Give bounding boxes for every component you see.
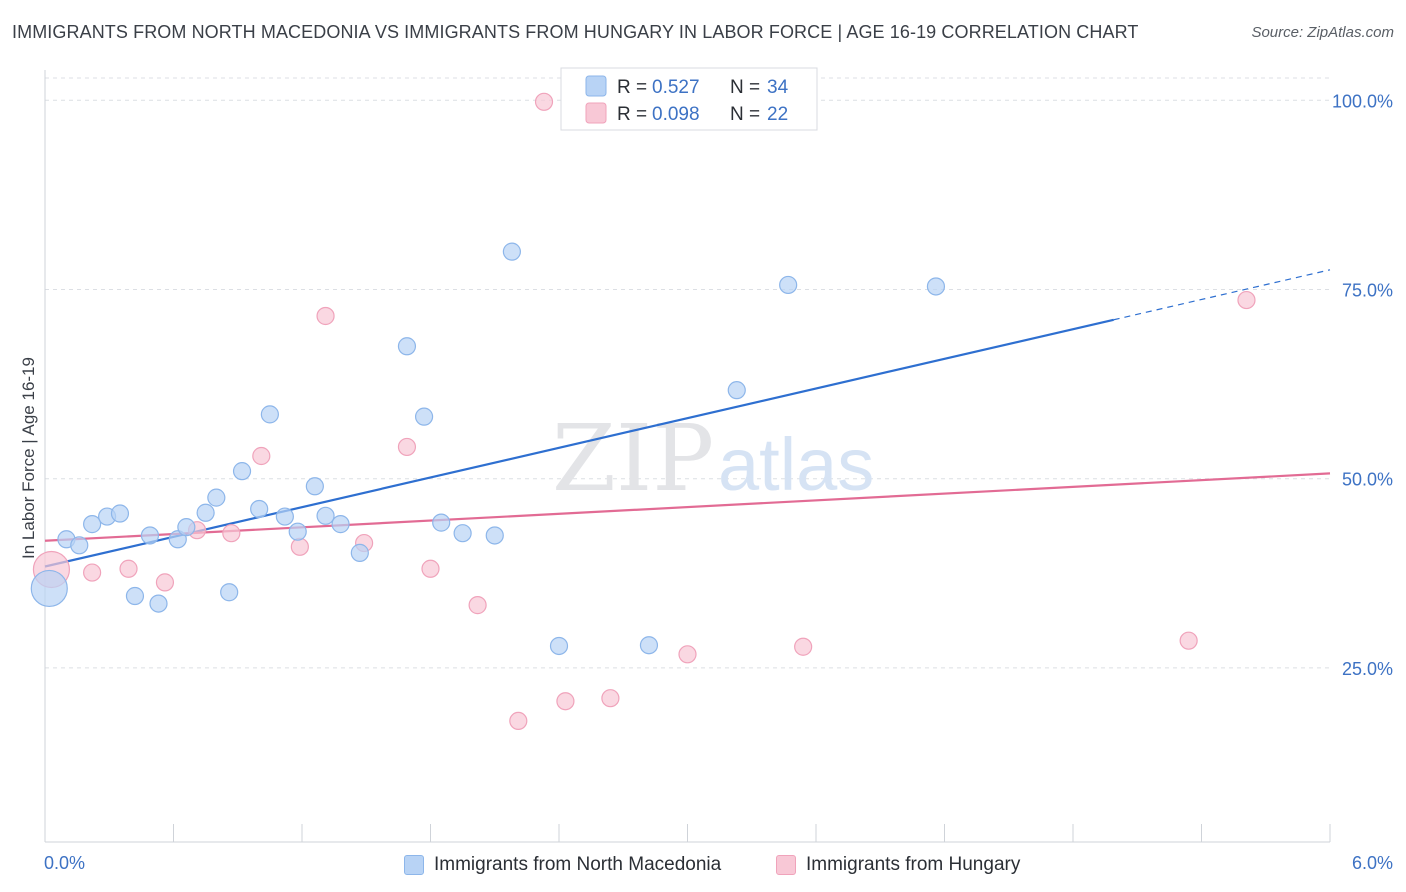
series-swatch-blue — [404, 855, 424, 875]
point-hungary — [1237, 290, 1256, 310]
legend-swatch-pink — [585, 102, 607, 124]
point-hungary — [290, 537, 309, 556]
y-tick-label: 50.0% — [1342, 470, 1393, 490]
legend-n-label-1: N = — [730, 77, 760, 98]
point-north-macedonia — [926, 277, 946, 296]
legend-swatch-blue — [585, 75, 607, 97]
point-north-macedonia — [432, 513, 451, 532]
y-tick-label: 25.0% — [1342, 659, 1393, 679]
point-north-macedonia — [288, 522, 307, 541]
series-legend-label: Immigrants from Hungary — [806, 854, 1021, 875]
point-north-macedonia — [140, 526, 160, 545]
point-north-macedonia — [220, 583, 239, 602]
legend-r-label-1: R = — [617, 77, 647, 98]
legend-n-value-1: 34 — [767, 77, 789, 98]
axes — [44, 70, 1331, 843]
point-north-macedonia — [250, 499, 269, 519]
point-hungary — [468, 596, 487, 615]
data-points — [30, 73, 1256, 731]
y-tick-label: 100.0% — [1332, 91, 1393, 111]
point-north-macedonia — [260, 405, 279, 424]
point-north-macedonia — [125, 586, 145, 606]
point-north-macedonia — [110, 504, 130, 523]
point-north-macedonia — [502, 242, 521, 261]
point-hungary — [794, 637, 813, 656]
x-tick-label: 0.0% — [44, 853, 85, 873]
point-north-macedonia — [232, 462, 252, 481]
point-north-macedonia — [549, 636, 569, 656]
watermark-atlas: atlas — [718, 423, 874, 506]
point-north-macedonia — [196, 503, 215, 522]
legend-r-value-1: 0.527 — [652, 77, 700, 98]
point-north-macedonia — [414, 407, 434, 426]
y-axis-label: In Labor Force | Age 16-19 — [19, 357, 38, 559]
point-hungary — [316, 306, 335, 326]
tick-labels: 25.0% 50.0% 75.0% 100.0% 0.0% 6.0% — [44, 91, 1393, 873]
point-hungary — [421, 559, 440, 578]
trend-line-hungary — [44, 472, 1331, 542]
point-hungary — [534, 92, 554, 111]
point-north-macedonia — [30, 569, 68, 608]
point-north-macedonia — [639, 636, 659, 655]
point-hungary — [556, 692, 575, 711]
point-hungary — [119, 559, 138, 578]
series-legend: Immigrants from North Macedonia Immigran… — [0, 851, 1406, 879]
point-north-macedonia — [453, 524, 472, 543]
grid-lines — [45, 77, 1330, 669]
point-hungary — [397, 437, 417, 457]
point-north-macedonia — [779, 275, 798, 295]
series-swatch-pink — [776, 855, 796, 875]
correlation-legend: R = 0.527 N = 34 R = 0.098 N = 22 — [560, 67, 818, 131]
legend-r-label-2: R = — [617, 104, 647, 125]
point-north-macedonia — [177, 518, 196, 537]
point-north-macedonia — [316, 506, 335, 525]
x-tick-label: 6.0% — [1352, 853, 1393, 873]
point-north-macedonia — [485, 526, 504, 545]
legend-n-value-2: 22 — [767, 104, 788, 125]
point-hungary — [155, 573, 175, 592]
point-hungary — [601, 689, 620, 708]
point-north-macedonia — [83, 515, 102, 534]
point-hungary — [222, 524, 241, 543]
point-north-macedonia — [275, 507, 294, 526]
chart-title: IMMIGRANTS FROM NORTH MACEDONIA VS IMMIG… — [12, 22, 1139, 42]
point-north-macedonia — [350, 543, 369, 562]
trend-lines — [44, 269, 1331, 568]
point-north-macedonia — [70, 536, 89, 555]
legend-r-value-2: 0.098 — [652, 104, 700, 125]
series-legend-item-hungary[interactable]: Immigrants from Hungary — [776, 851, 1020, 879]
watermark-zip: ZIP — [552, 405, 714, 512]
point-north-macedonia — [305, 477, 324, 496]
trend-line-north-macedonia — [44, 318, 1114, 568]
point-hungary — [252, 446, 271, 466]
legend-n-label-2: N = — [730, 104, 760, 125]
point-hungary — [678, 645, 697, 664]
point-hungary — [83, 563, 102, 582]
y-tick-label: 75.0% — [1342, 280, 1393, 300]
series-legend-label: Immigrants from North Macedonia — [434, 854, 722, 875]
point-hungary — [509, 711, 528, 731]
point-hungary — [1179, 631, 1198, 650]
point-north-macedonia — [331, 515, 350, 534]
series-legend-item-north-macedonia[interactable]: Immigrants from North Macedonia — [404, 851, 721, 879]
point-north-macedonia — [397, 337, 417, 356]
point-north-macedonia — [727, 381, 746, 400]
trend-line-north-macedonia-extension — [1113, 269, 1331, 321]
point-north-macedonia — [207, 488, 226, 507]
point-north-macedonia — [149, 594, 168, 613]
source-credit: Source: ZipAtlas.com — [1251, 24, 1394, 41]
zipatlas-watermark: ZIP atlas — [552, 405, 874, 512]
